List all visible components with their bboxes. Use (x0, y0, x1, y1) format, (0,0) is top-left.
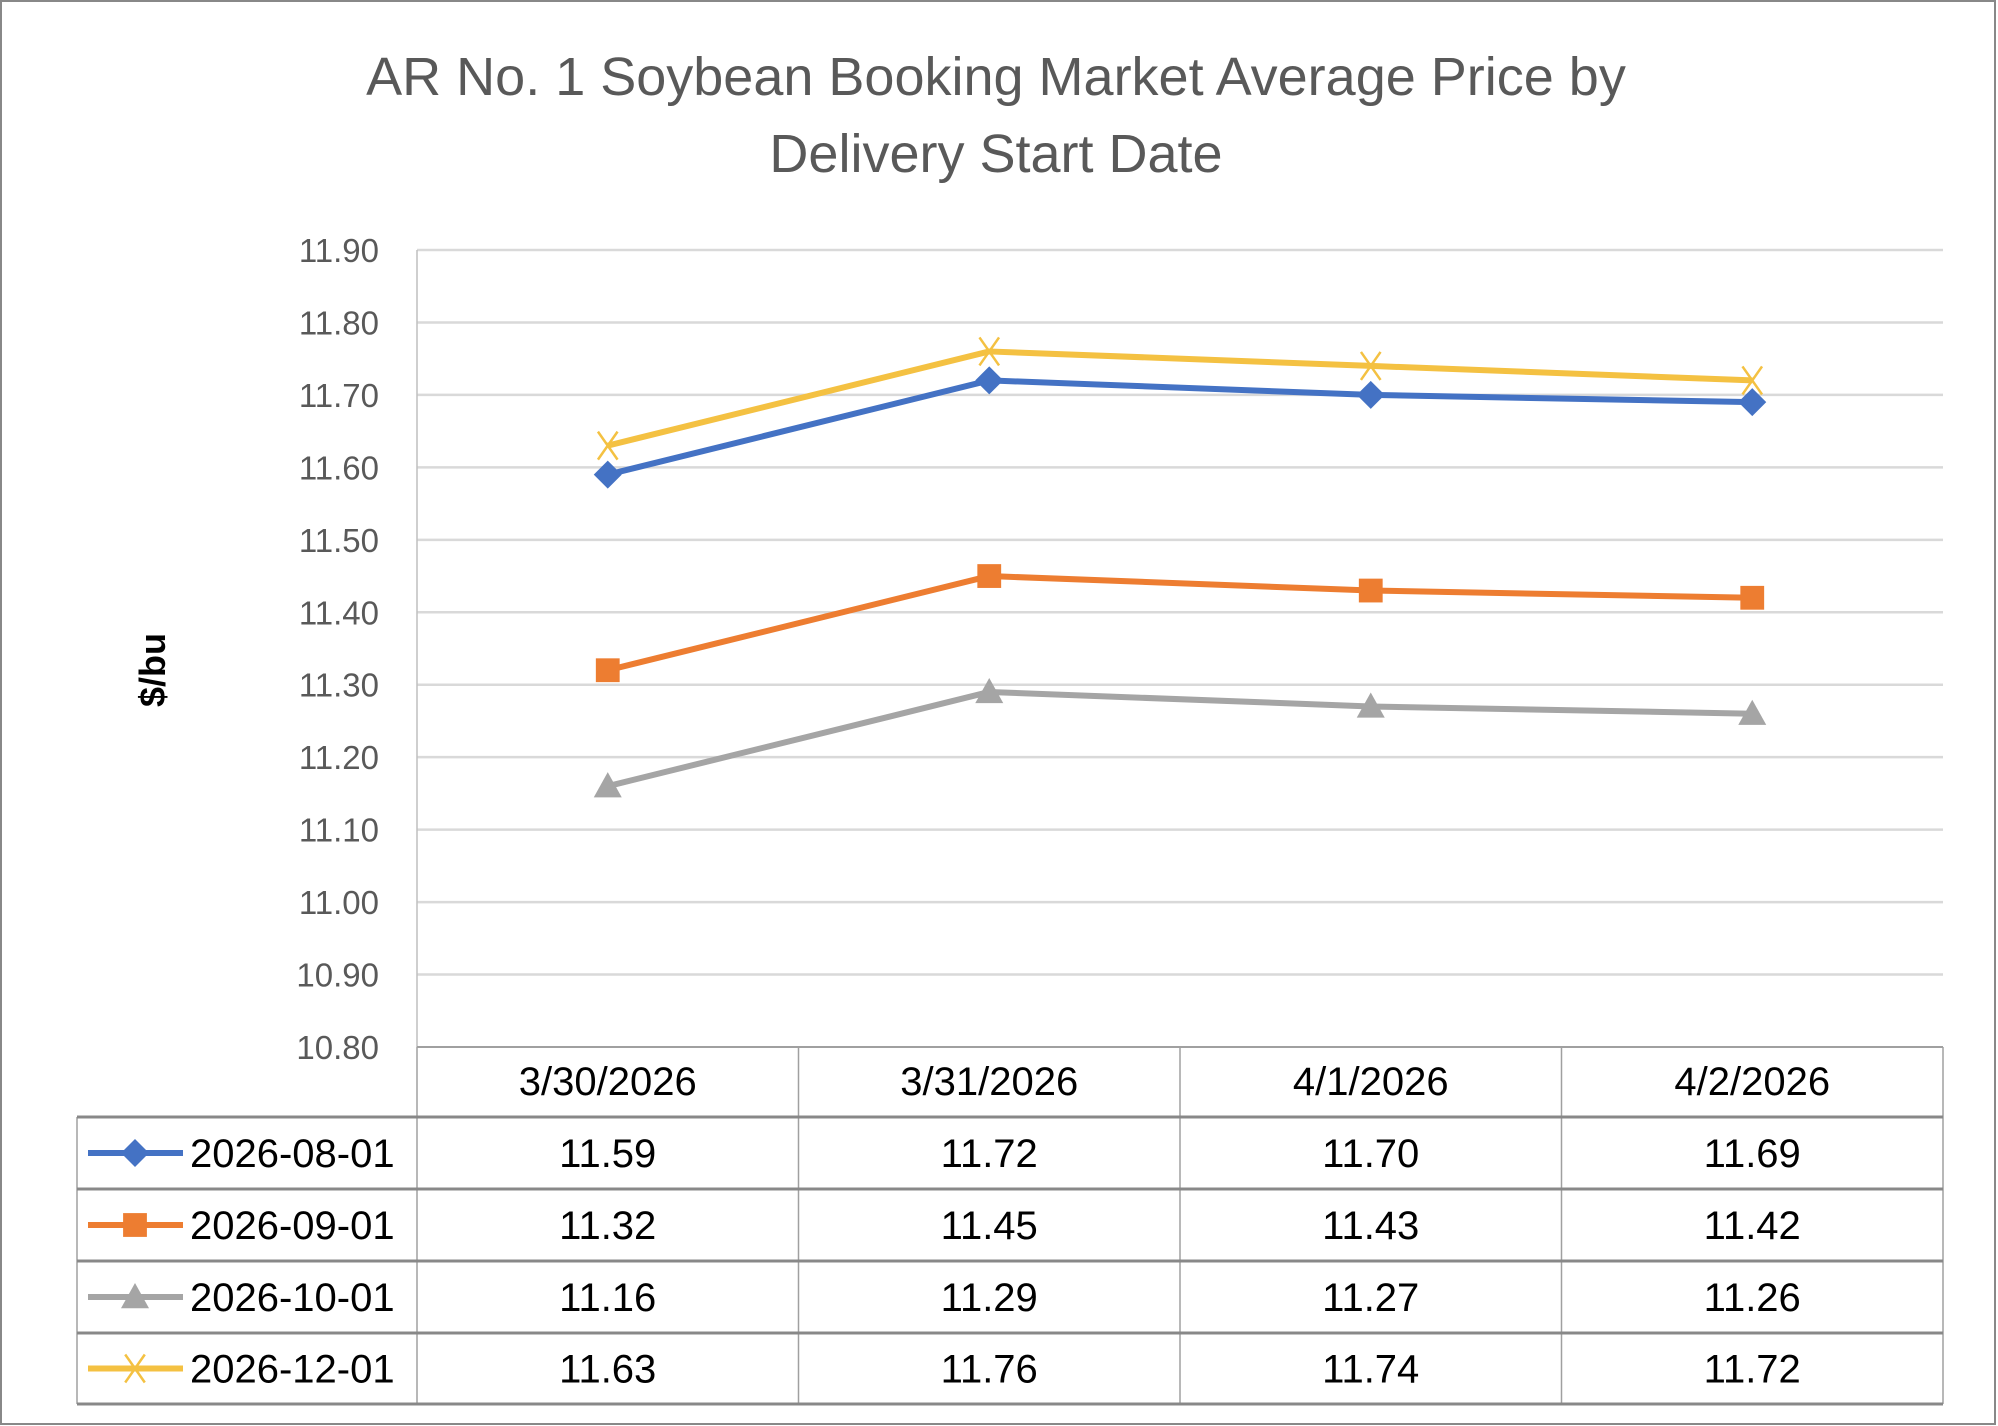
table-value-cell: 11.29 (941, 1276, 1038, 1320)
x-category-label: 4/2/2026 (1674, 1060, 1830, 1104)
y-tick-label: 11.90 (299, 232, 379, 269)
series-line (607, 573, 1753, 674)
data-point-triangle (975, 677, 1004, 704)
legend-series-label: 2026-09-01 (190, 1204, 395, 1248)
data-point-triangle (1356, 692, 1385, 718)
table-value-cell: 11.27 (1322, 1276, 1419, 1320)
legend-key (88, 1353, 183, 1384)
data-point-diamond (1738, 388, 1767, 417)
table-value-cell: 11.74 (1322, 1348, 1419, 1392)
table-value-cell: 11.70 (1322, 1132, 1419, 1176)
data-point-diamond (121, 1139, 149, 1167)
legend-series-label: 2026-10-01 (190, 1276, 395, 1320)
data-point-diamond (975, 366, 1004, 395)
data-point-square (123, 1213, 147, 1237)
y-tick-label: 11.20 (299, 739, 379, 776)
series-2026-10-01 (593, 677, 1767, 798)
y-tick-label: 10.80 (296, 1029, 379, 1066)
series-line (607, 688, 1753, 790)
y-tick-label: 11.30 (299, 667, 379, 704)
series-line (607, 377, 1753, 478)
table-value-cell: 11.63 (559, 1348, 656, 1392)
table-value-cell: 11.72 (1704, 1348, 1801, 1392)
y-tick-label: 11.70 (299, 377, 379, 414)
series-2026-09-01 (595, 564, 1765, 683)
y-tick-label: 11.60 (299, 449, 379, 486)
y-tick-label: 11.40 (299, 594, 379, 631)
y-tick-label: 11.10 (299, 812, 379, 849)
table-value-cell: 11.76 (941, 1348, 1038, 1392)
chart-title-line-1: AR No. 1 Soybean Booking Market Average … (366, 47, 1626, 107)
data-point-square (1740, 585, 1765, 610)
data-point-x (596, 430, 619, 461)
data-point-square (1358, 578, 1383, 603)
y-tick-label: 10.90 (296, 957, 379, 994)
table-value-cell: 11.16 (559, 1276, 656, 1320)
series-2026-08-01 (593, 366, 1767, 489)
y-tick-label: 11.80 (299, 304, 379, 341)
table-value-cell: 11.72 (941, 1132, 1038, 1176)
data-point-square (977, 564, 1002, 588)
table-value-cell: 11.43 (1322, 1204, 1419, 1248)
legend-series-label: 2026-12-01 (190, 1348, 395, 1392)
x-category-label: 4/1/2026 (1293, 1060, 1449, 1104)
table-value-cell: 11.69 (1704, 1132, 1801, 1176)
series-line (607, 348, 1753, 449)
table-value-cell: 11.42 (1704, 1204, 1801, 1248)
table-value-cell: 11.32 (559, 1204, 656, 1248)
data-point-x (1741, 365, 1764, 396)
table-value-cell: 11.45 (941, 1204, 1038, 1248)
legend-key (88, 1139, 183, 1167)
x-category-label: 3/31/2026 (900, 1060, 1078, 1104)
data-point-x (1359, 351, 1382, 381)
y-tick-label: 11.50 (299, 522, 379, 559)
data-point-square (595, 658, 620, 683)
x-category-label: 3/30/2026 (519, 1060, 697, 1104)
data-point-x (124, 1353, 146, 1384)
chart-title-line-2: Delivery Start Date (769, 124, 1222, 184)
legend-series-label: 2026-08-01 (190, 1132, 395, 1176)
data-point-triangle (1738, 699, 1767, 725)
table-value-cell: 11.26 (1704, 1276, 1801, 1320)
legend-key (88, 1283, 183, 1309)
data-point-triangle (121, 1283, 149, 1309)
data-point-diamond (1356, 380, 1385, 409)
data-point-triangle (593, 772, 622, 798)
series-2026-12-01 (596, 336, 1764, 461)
y-tick-label: 11.00 (299, 884, 379, 921)
y-axis-label: $/bu (132, 633, 173, 707)
table-value-cell: 11.59 (559, 1132, 656, 1176)
legend-key (88, 1213, 183, 1237)
data-point-diamond (593, 460, 622, 489)
data-point-x (978, 336, 1001, 367)
